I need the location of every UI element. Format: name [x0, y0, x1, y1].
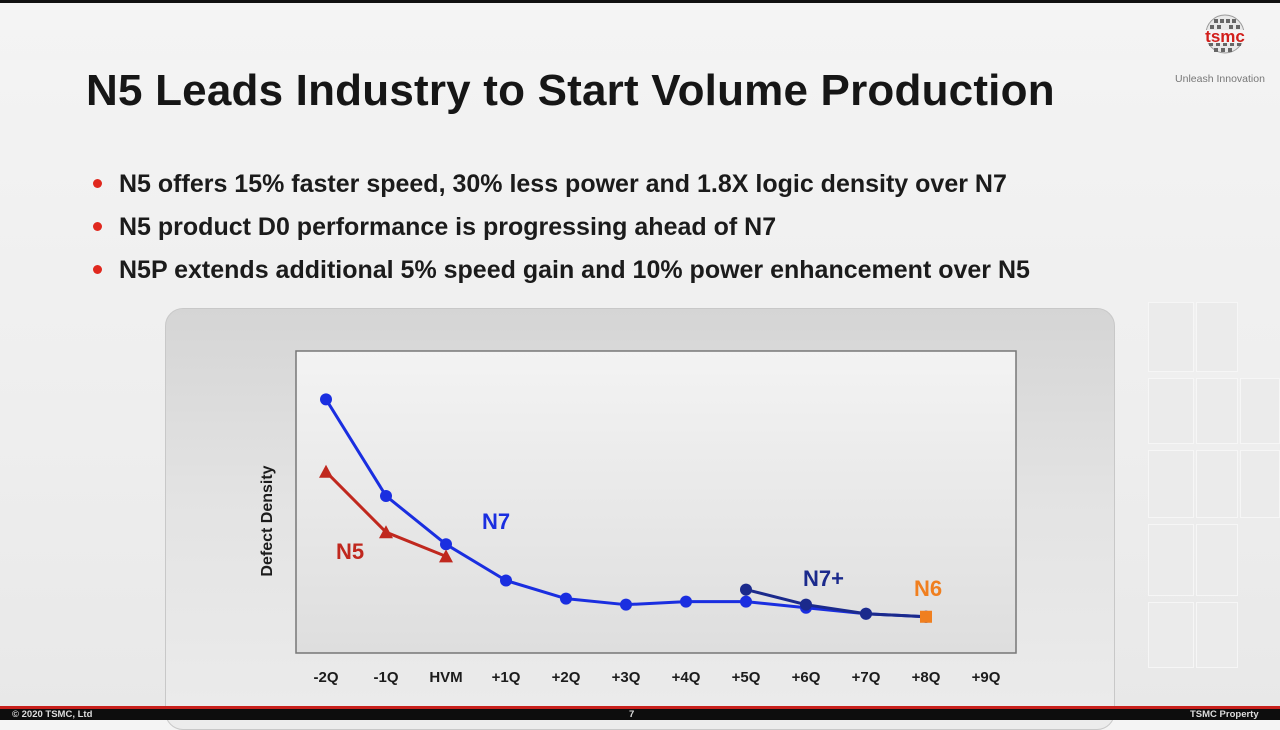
footer-copyright: © 2020 TSMC, Ltd — [12, 709, 93, 720]
series-layer — [319, 393, 932, 623]
series-label-n7: N7 — [482, 509, 510, 534]
background-tile — [1148, 450, 1194, 518]
x-tick-label: +1Q — [492, 669, 521, 686]
x-tick-label: HVM — [429, 669, 462, 686]
top-edge-bar — [0, 0, 1280, 3]
point-n7 — [380, 489, 392, 502]
point-n7 — [620, 598, 632, 611]
background-tile — [1240, 378, 1280, 444]
background-tile — [1196, 378, 1238, 444]
point-n5 — [319, 464, 333, 478]
point-n7plus — [800, 598, 812, 611]
series-labels: N7 N5 N7+ N6 — [336, 509, 942, 601]
point-n7 — [320, 393, 332, 406]
point-n6 — [920, 610, 932, 623]
bullet-item: N5 offers 15% faster speed, 30% less pow… — [92, 170, 1030, 213]
point-n7 — [740, 595, 752, 608]
bullet-item: N5P extends additional 5% speed gain and… — [92, 256, 1030, 299]
point-n7 — [680, 595, 692, 608]
x-tick-label: -1Q — [373, 669, 398, 686]
point-n7plus — [860, 607, 872, 620]
point-n5 — [439, 549, 453, 563]
x-tick-label: +2Q — [552, 669, 581, 686]
x-tick-label: +7Q — [852, 669, 881, 686]
point-n7plus — [740, 583, 752, 596]
x-axis-ticks: -2Q -1Q HVM +1Q +2Q +3Q +4Q +5Q +6Q +7Q +8Q +9Q — [313, 669, 1000, 686]
x-tick-label: +9Q — [972, 669, 1001, 686]
bullet-dot-icon — [93, 265, 102, 274]
x-tick-label: +3Q — [612, 669, 641, 686]
series-label-n6: N6 — [914, 576, 942, 601]
bullet-item: N5 product D0 performance is progressing… — [92, 213, 1030, 256]
background-tile — [1196, 450, 1238, 518]
series-line-n7plus — [745, 588, 927, 619]
background-tile — [1196, 302, 1238, 372]
point-n5 — [379, 525, 393, 539]
x-tick-label: -2Q — [313, 669, 338, 686]
background-tile — [1148, 602, 1194, 668]
footer-property: TSMC Property — [1190, 709, 1259, 720]
bullet-dot-icon — [93, 222, 102, 231]
background-tile — [1196, 524, 1238, 596]
series-label-n5: N5 — [336, 539, 364, 564]
x-tick-label: +5Q — [732, 669, 761, 686]
background-tile — [1240, 450, 1280, 518]
footer-page-number: 7 — [629, 709, 635, 720]
bullet-dot-icon — [93, 179, 102, 188]
background-tile — [1196, 602, 1238, 668]
bullet-text: N5 offers 15% faster speed, 30% less pow… — [119, 170, 1007, 198]
bullet-list: N5 offers 15% faster speed, 30% less pow… — [92, 170, 1030, 299]
background-tile — [1148, 524, 1194, 596]
x-tick-label: +6Q — [792, 669, 821, 686]
x-tick-label: +4Q — [672, 669, 701, 686]
bullet-text: N5P extends additional 5% speed gain and… — [119, 256, 1030, 284]
logo-wordmark: tsmc — [1205, 27, 1245, 46]
plot-area — [295, 350, 1017, 654]
background-tile — [1148, 378, 1194, 444]
bullet-text: N5 product D0 performance is progressing… — [119, 213, 777, 241]
y-axis-label: Defect Density — [259, 465, 276, 576]
tsmc-logo: tsmc — [1196, 14, 1254, 54]
footer-bar: © 2020 TSMC, Ltd 7 TSMC Property — [0, 706, 1280, 720]
point-n7 — [440, 538, 452, 551]
point-n7 — [560, 592, 572, 605]
x-tick-label: +8Q — [912, 669, 941, 686]
slide-title: N5 Leads Industry to Start Volume Produc… — [86, 66, 1055, 115]
point-n7 — [500, 574, 512, 587]
background-tile — [1148, 302, 1194, 372]
series-label-n7plus: N7+ — [803, 566, 844, 591]
tagline: Unleash Innovation — [1175, 73, 1265, 85]
